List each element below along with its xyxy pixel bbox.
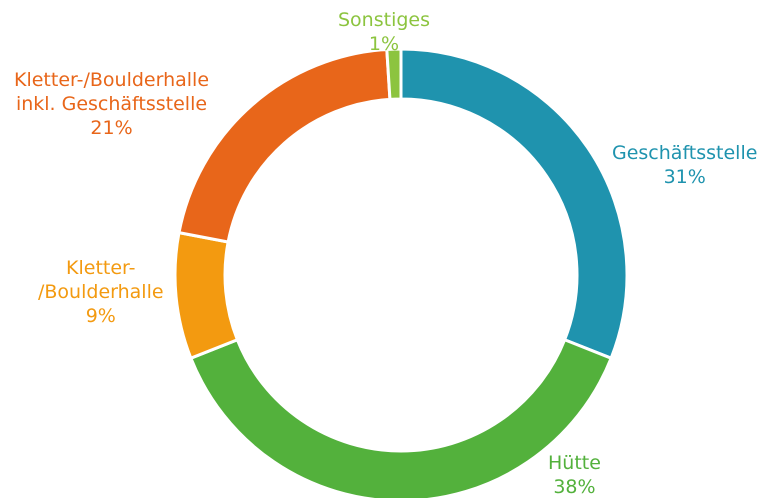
slice-value: 9% [85,305,116,327]
slice-label-huette: Hütte 38% [548,451,601,499]
slice-geschaeftsstelle [399,47,629,361]
slice-name-line-2: inkl. Geschäftsstelle [15,93,208,115]
slice-label-geschaeftsstelle: Geschäftsstelle 31% [612,141,757,189]
slice-label-kletterhalle-geschaeftsstelle: Kletter-/Boulderhalle inkl. Geschäftsste… [14,68,209,140]
slice-value: 1% [368,33,400,55]
slice-name: Sonstiges [338,9,431,31]
slice-huette [188,337,614,502]
slice-sonstiges [385,47,403,101]
slice-value: 31% [663,166,706,188]
slice-label-sonstiges: Sonstiges 1% [338,8,430,56]
slice-name-line-2: /Boulderhalle [38,281,164,303]
slice-name: Geschäftsstelle [612,142,758,164]
slice-name-line-1: Kletter-/Boulderhalle [14,69,210,91]
slice-name-line-1: Kletter- [66,257,136,279]
slice-value: 21% [90,117,133,139]
slice-label-kletterhalle: Kletter- /Boulderhalle 9% [38,256,164,328]
slice-value: 38% [553,476,596,498]
slice-name: Hütte [548,452,601,474]
slice-kletterhalle-geschaeftsstelle [177,47,392,244]
slice-kletterhalle [173,230,240,361]
